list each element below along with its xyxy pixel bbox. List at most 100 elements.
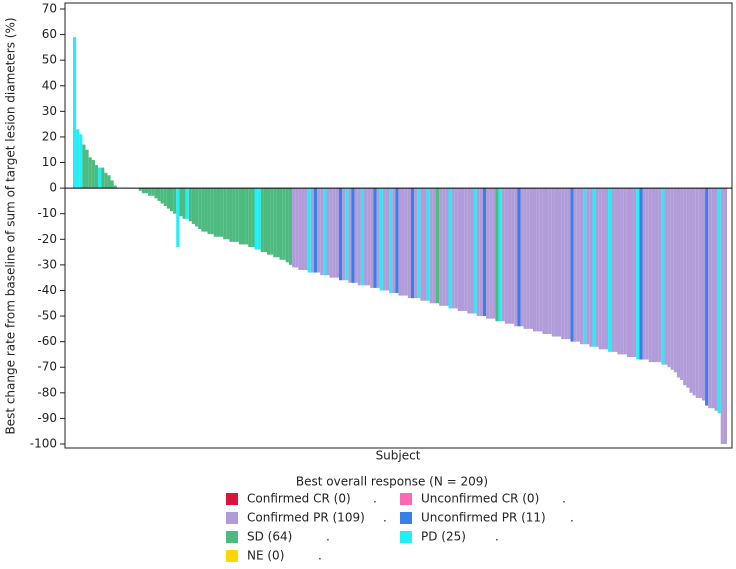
legend-swatch [400, 493, 412, 505]
bar [313, 188, 318, 273]
bar [498, 188, 502, 322]
bar [423, 188, 427, 301]
bar [717, 188, 721, 414]
bar [482, 188, 487, 317]
bar [479, 188, 483, 317]
bar [176, 188, 180, 247]
bar [257, 188, 261, 250]
bar [507, 188, 512, 324]
bar [529, 188, 533, 329]
bar [157, 188, 161, 201]
bar [110, 180, 114, 189]
bar [629, 188, 634, 357]
legend-mark: . [562, 492, 566, 506]
legend-mark: . [383, 511, 387, 525]
bar [701, 188, 706, 401]
y-tick-label: 30 [42, 104, 57, 118]
bar [454, 188, 458, 309]
bar [451, 188, 455, 309]
bar [148, 188, 152, 196]
bar [170, 188, 174, 212]
bar [385, 188, 390, 291]
bar [645, 188, 649, 360]
bar [260, 188, 264, 253]
bar [98, 167, 102, 189]
bar [404, 188, 408, 296]
bar [467, 188, 471, 314]
bar [526, 188, 530, 329]
bar [554, 188, 559, 337]
bar [138, 188, 142, 191]
bar [342, 188, 346, 281]
bar [486, 188, 490, 319]
bar [429, 188, 433, 304]
bar [229, 188, 233, 242]
bar [348, 188, 352, 283]
bar [583, 188, 587, 345]
bar [204, 188, 208, 232]
bar [173, 188, 177, 214]
bar [373, 188, 377, 288]
y-axis-label: Best change rate from baseline of sum of… [4, 17, 18, 434]
bar [633, 188, 637, 357]
y-tick-label: -10 [37, 206, 57, 220]
bar [389, 188, 393, 294]
y-tick-label: 40 [42, 78, 57, 92]
y-tick-label: 60 [42, 27, 57, 41]
legend-mark: . [495, 530, 499, 544]
bar [476, 188, 480, 317]
legend-mark: . [326, 530, 330, 544]
bar [191, 188, 196, 224]
legend-mark: . [570, 511, 574, 525]
bar [511, 188, 515, 324]
bar [398, 188, 402, 296]
bar [445, 188, 449, 306]
legend-swatch [226, 512, 238, 524]
bar [705, 188, 709, 406]
legend-label: Unconfirmed PR (11) [421, 511, 546, 525]
bar [360, 188, 365, 286]
bar [720, 188, 724, 444]
legend-swatch [226, 493, 238, 505]
legend-mark: . [318, 549, 322, 563]
bar [288, 188, 293, 265]
bar [470, 188, 474, 314]
bar [711, 188, 715, 409]
bar [276, 188, 280, 258]
bar [113, 185, 117, 189]
bar [442, 188, 446, 306]
bar [626, 188, 630, 357]
bar [407, 188, 411, 299]
bar [292, 188, 296, 268]
bar [461, 188, 465, 311]
legend-label: Unconfirmed CR (0) [421, 492, 539, 506]
bar [160, 188, 164, 204]
bar [639, 188, 643, 360]
x-axis-label: Subject [376, 449, 421, 463]
y-tick-label: -40 [37, 283, 57, 297]
bar [376, 188, 380, 288]
bar [617, 188, 621, 355]
bar [708, 188, 712, 409]
bar [492, 188, 496, 319]
bar [395, 188, 399, 294]
y-tick-label: 70 [42, 2, 57, 16]
bar [223, 188, 227, 240]
bar [82, 144, 86, 189]
y-tick-label: -80 [37, 385, 57, 399]
bar [267, 188, 271, 255]
bar [692, 188, 696, 396]
bar [561, 188, 565, 340]
bar [723, 188, 727, 444]
bar [514, 188, 518, 327]
bar [501, 188, 505, 322]
bar [676, 188, 681, 378]
y-tick-label: -50 [37, 309, 57, 323]
bar [213, 188, 217, 237]
bar [251, 188, 255, 247]
legend-mark: . [373, 492, 377, 506]
bar [608, 188, 612, 352]
bar [166, 188, 171, 209]
bar [307, 188, 311, 273]
bar [435, 188, 440, 304]
